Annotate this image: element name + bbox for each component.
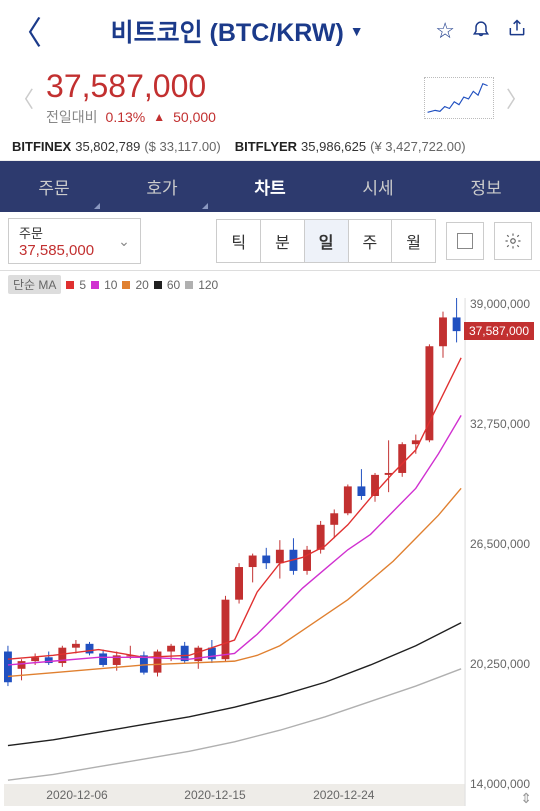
timeframe-월[interactable]: 월 <box>392 220 435 262</box>
y-axis-label: 14,000,000 <box>470 777 530 791</box>
dropdown-icon: ▼ <box>350 23 364 39</box>
exchange-name: BITFINEX <box>12 139 71 154</box>
y-axis-label: 39,000,000 <box>470 297 530 311</box>
prev-pair-icon[interactable]: 〈 <box>12 82 34 114</box>
legend-swatch <box>154 281 162 289</box>
exchange-name: BITFLYER <box>235 139 297 154</box>
tab-시세[interactable]: 시세 <box>324 161 432 212</box>
change-pct: 0.13% <box>106 109 146 125</box>
current-price: 37,587,000 <box>46 68 412 105</box>
legend-swatch <box>91 281 99 289</box>
order-selector[interactable]: 주문 37,585,000 ⌄ <box>8 218 141 264</box>
timeframe-일[interactable]: 일 <box>305 220 349 262</box>
legend-label: 60 <box>167 278 180 292</box>
tab-주문[interactable]: 주문 <box>0 161 108 212</box>
up-triangle-icon: ▲ <box>153 110 165 124</box>
change-label: 전일대비 <box>46 107 98 127</box>
share-icon[interactable] <box>507 18 527 44</box>
order-price: 37,585,000 <box>19 242 94 259</box>
exchange-conv: ($ 33,117.00) <box>144 139 220 154</box>
price-marker: 37,587,000 <box>464 322 534 340</box>
tab-차트[interactable]: 차트 <box>216 161 324 212</box>
legend-label: 5 <box>79 278 86 292</box>
legend-label: 120 <box>198 278 218 292</box>
legend-prefix: 단순 MA <box>8 275 61 294</box>
y-axis-label: 20,250,000 <box>470 657 530 671</box>
timeframe-분[interactable]: 분 <box>261 220 305 262</box>
legend-label: 20 <box>135 278 148 292</box>
exchange-item: BITFLYER 35,986,625 (¥ 3,427,722.00) <box>235 139 466 154</box>
timeframe-틱[interactable]: 틱 <box>217 220 261 262</box>
y-axis-label: 32,750,000 <box>470 417 530 431</box>
next-pair-icon[interactable]: 〉 <box>506 82 528 114</box>
change-diff: 50,000 <box>173 109 216 125</box>
x-axis-label: 2020-12-24 <box>313 788 374 802</box>
legend-swatch <box>122 281 130 289</box>
exchange-value: 35,986,625 <box>301 139 366 154</box>
order-label: 주문 <box>19 223 94 242</box>
resize-handle-icon[interactable]: ⇕ <box>520 790 532 807</box>
pair-selector[interactable]: 비트코인 (BTC/KRW) ▼ <box>52 13 422 49</box>
timeframe-주[interactable]: 주 <box>349 220 393 262</box>
x-axis-label: 2020-12-06 <box>46 788 107 802</box>
settings-button[interactable] <box>494 222 532 260</box>
chevron-down-icon: ⌄ <box>118 233 130 250</box>
exchange-item: BITFINEX 35,802,789 ($ 33,117.00) <box>12 139 221 154</box>
back-icon[interactable]: 〈 <box>10 8 42 54</box>
price-block: 37,587,000 전일대비 0.13% ▲ 50,000 <box>46 68 412 127</box>
exchange-value: 35,802,789 <box>75 139 140 154</box>
pair-title: 비트코인 (BTC/KRW) <box>111 13 344 49</box>
legend-swatch <box>66 281 74 289</box>
legend-swatch <box>185 281 193 289</box>
timeframe-group: 틱분일주월 <box>216 219 436 263</box>
tab-호가[interactable]: 호가 <box>108 161 216 212</box>
exchange-conv: (¥ 3,427,722.00) <box>370 139 465 154</box>
star-icon[interactable]: ☆ <box>435 18 455 44</box>
y-axis-label: 26,500,000 <box>470 537 530 551</box>
chart-type-button[interactable] <box>446 222 484 260</box>
bell-icon[interactable] <box>471 18 491 44</box>
legend-label: 10 <box>104 278 117 292</box>
x-axis-label: 2020-12-15 <box>184 788 245 802</box>
tab-정보[interactable]: 정보 <box>432 161 540 212</box>
sparkline <box>424 77 494 119</box>
